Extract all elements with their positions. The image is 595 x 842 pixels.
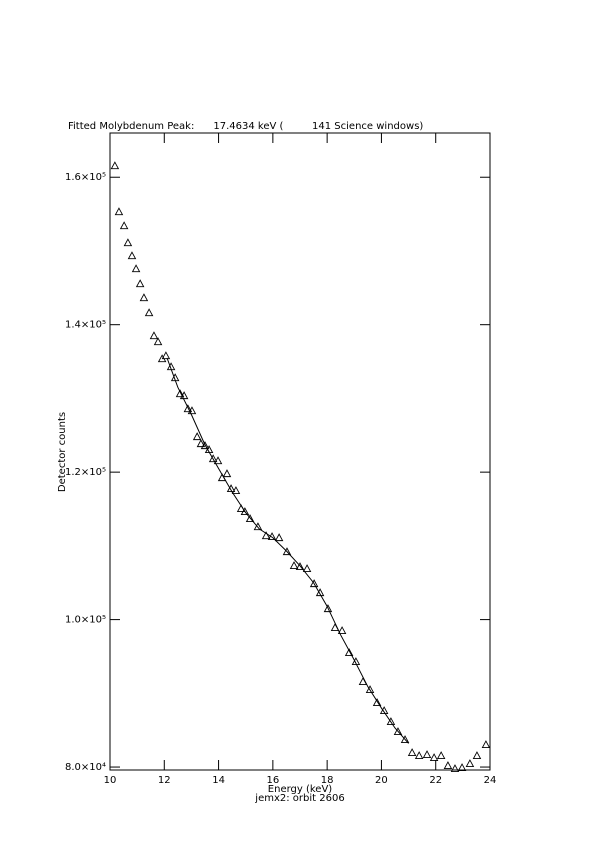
data-point xyxy=(226,484,236,493)
fit-line xyxy=(166,357,409,744)
data-point xyxy=(386,717,396,726)
data-point xyxy=(149,331,159,340)
data-point xyxy=(302,564,312,573)
data-point xyxy=(351,657,361,666)
data-point xyxy=(200,441,210,450)
data-point xyxy=(127,251,137,260)
y-tick-label: 1.6×10⁵ xyxy=(65,172,106,183)
x-axis-label: Energy (keV) xyxy=(268,784,333,795)
data-point xyxy=(400,735,410,744)
data-point xyxy=(119,221,129,230)
data-point xyxy=(344,648,354,657)
data-point xyxy=(450,764,460,772)
y-tick-label: 1.0×10⁵ xyxy=(65,615,106,626)
data-point xyxy=(443,761,453,769)
data-point xyxy=(245,514,255,523)
y-tick-label: 1.2×10⁵ xyxy=(65,467,106,478)
data-point xyxy=(135,279,145,288)
data-point xyxy=(309,579,319,588)
data-point xyxy=(114,207,124,216)
data-point xyxy=(315,588,325,597)
x-tick-label: 16 xyxy=(266,775,279,786)
plot-frame xyxy=(109,132,491,771)
data-point xyxy=(196,439,206,448)
data-point xyxy=(337,626,347,635)
data-point xyxy=(240,507,250,516)
data-point xyxy=(253,522,263,531)
x-tick-label: 10 xyxy=(104,775,117,786)
data-point xyxy=(131,264,141,273)
y-axis-label: Detector counts xyxy=(57,412,68,492)
data-point xyxy=(407,748,417,756)
data-point xyxy=(213,456,223,465)
y-tick-label: 8.0×10⁴ xyxy=(65,762,106,773)
data-point xyxy=(289,561,299,570)
data-point xyxy=(153,337,163,346)
data-point xyxy=(365,685,375,694)
data-point xyxy=(183,404,193,413)
data-point xyxy=(465,759,475,767)
data-point xyxy=(372,698,382,707)
data-point xyxy=(161,351,171,360)
data-point xyxy=(192,432,202,441)
y-tick-label: 1.4×10⁵ xyxy=(65,320,106,331)
data-point xyxy=(222,469,232,478)
subtitle: jemx2: orbit 2606 xyxy=(254,793,344,804)
data-point xyxy=(481,740,491,749)
x-tick-label: 14 xyxy=(212,775,225,786)
x-tick-label: 12 xyxy=(158,775,171,786)
data-point xyxy=(187,406,197,415)
data-point xyxy=(175,389,185,398)
data-point xyxy=(123,238,133,247)
data-point xyxy=(139,293,149,302)
data-point xyxy=(457,763,467,772)
data-point xyxy=(323,604,333,613)
data-point xyxy=(231,486,241,495)
data-point xyxy=(261,531,271,540)
data-point xyxy=(110,161,120,170)
data-point xyxy=(429,753,439,762)
chart-title: Fitted Molybdenum Peak: 17.4634 keV ( 14… xyxy=(68,121,423,132)
data-point xyxy=(414,751,424,760)
x-tick-label: 18 xyxy=(321,775,334,786)
data-point xyxy=(472,751,482,760)
x-tick-label: 22 xyxy=(429,775,442,786)
data-point xyxy=(282,547,292,556)
data-point xyxy=(208,454,218,463)
data-point xyxy=(274,533,284,542)
data-point xyxy=(144,308,154,317)
x-tick-label: 24 xyxy=(484,775,497,786)
x-tick-label: 20 xyxy=(375,775,388,786)
data-point xyxy=(295,562,305,571)
data-point xyxy=(422,750,432,758)
data-point xyxy=(393,727,403,735)
data-point xyxy=(436,751,446,760)
